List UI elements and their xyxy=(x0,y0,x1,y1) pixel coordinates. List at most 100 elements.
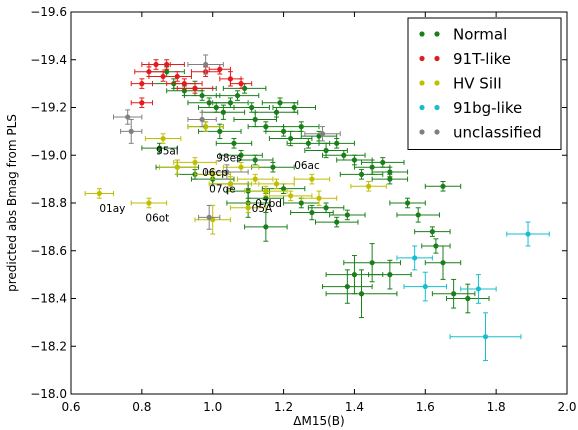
marker xyxy=(224,169,230,175)
data-point xyxy=(361,157,405,168)
legend-marker xyxy=(434,80,440,86)
data-point xyxy=(414,226,451,237)
marker xyxy=(181,81,187,87)
marker xyxy=(341,152,347,158)
marker xyxy=(465,295,471,302)
marker xyxy=(288,193,294,199)
marker xyxy=(252,157,258,163)
marker xyxy=(96,190,102,197)
y-tick-label: −19.0 xyxy=(30,148,67,162)
marker xyxy=(482,334,489,340)
marker xyxy=(358,171,365,177)
data-point xyxy=(113,109,143,125)
y-tick-label: −18.0 xyxy=(30,387,67,401)
data-point xyxy=(130,78,153,89)
data-points xyxy=(84,54,550,362)
series-unclassified xyxy=(113,54,341,230)
data-point xyxy=(350,181,387,192)
data-point xyxy=(258,178,295,190)
data-point xyxy=(300,190,338,206)
marker xyxy=(429,229,435,235)
legend-label: 91bg-like xyxy=(453,99,522,117)
data-point xyxy=(318,138,355,149)
marker xyxy=(323,147,329,154)
data-point xyxy=(272,102,316,113)
marker xyxy=(217,66,223,72)
marker xyxy=(263,195,269,201)
point-annotation: 98es xyxy=(216,153,241,165)
data-point xyxy=(424,245,462,280)
marker xyxy=(316,195,322,201)
data-point xyxy=(194,204,231,235)
x-tick-label: 1.2 xyxy=(274,400,293,414)
axis-ticks: 0.6 0.8 1.0 1.2 1.4 1.6 1.8 2.0 −18.0 −18.2 −18.4 −… xyxy=(30,5,576,414)
marker xyxy=(249,104,255,111)
legend-label: Normal xyxy=(453,26,507,44)
point-annotation: 07qe xyxy=(209,184,236,196)
marker xyxy=(277,100,283,106)
data-point xyxy=(506,221,550,247)
y-tick-label: −19.6 xyxy=(30,5,67,19)
marker xyxy=(273,181,280,187)
y-axis-label: predicted abs Bmag from PLS xyxy=(5,114,19,292)
marker xyxy=(422,283,428,290)
marker xyxy=(273,109,280,115)
marker xyxy=(525,231,531,237)
marker xyxy=(238,81,244,87)
marker xyxy=(351,272,358,278)
data-point xyxy=(396,207,440,223)
marker xyxy=(146,200,152,206)
data-point xyxy=(130,97,153,108)
data-point xyxy=(194,169,231,180)
marker xyxy=(344,283,350,290)
data-point xyxy=(198,123,242,140)
legend-marker xyxy=(419,31,425,37)
marker xyxy=(128,128,134,134)
data-point xyxy=(144,133,182,144)
data-point xyxy=(343,243,401,283)
data-point xyxy=(187,121,224,132)
legend-entry: HV SiII xyxy=(419,75,502,93)
data-point xyxy=(403,271,448,302)
marker xyxy=(192,159,198,166)
marker xyxy=(252,176,258,182)
x-tick-label: 1.4 xyxy=(345,400,364,414)
data-point xyxy=(183,90,221,101)
data-point xyxy=(148,59,185,70)
legend-marker xyxy=(419,80,425,86)
marker xyxy=(227,181,234,187)
marker xyxy=(404,200,411,206)
legend-entry: unclassified xyxy=(419,124,542,142)
marker xyxy=(174,164,180,170)
point-annotation: 06cp xyxy=(202,167,228,179)
data-point xyxy=(261,183,306,194)
x-axis-label: ΔM15(B) xyxy=(293,414,344,428)
series-91bg-like xyxy=(396,221,550,362)
legend-marker xyxy=(419,55,425,62)
marker xyxy=(238,152,244,158)
marker xyxy=(220,109,226,115)
marker xyxy=(160,135,166,142)
marker xyxy=(245,205,251,211)
data-point xyxy=(84,188,115,199)
marker xyxy=(146,69,152,75)
marker xyxy=(234,92,241,99)
marker xyxy=(298,124,304,130)
legend: Normal 91T-like HV SiII 91bg-like unclassifi… xyxy=(407,17,562,150)
data-point xyxy=(389,197,426,209)
data-point xyxy=(201,104,246,120)
marker xyxy=(263,188,269,194)
marker xyxy=(380,159,386,166)
marker xyxy=(213,104,219,111)
data-point xyxy=(173,157,217,168)
marker xyxy=(210,171,216,177)
data-point xyxy=(237,173,274,185)
marker xyxy=(280,128,287,134)
data-point xyxy=(198,204,221,230)
marker xyxy=(203,61,209,68)
point-annotation: 07bd xyxy=(255,198,282,210)
marker xyxy=(309,209,315,216)
legend-marker xyxy=(419,129,425,135)
